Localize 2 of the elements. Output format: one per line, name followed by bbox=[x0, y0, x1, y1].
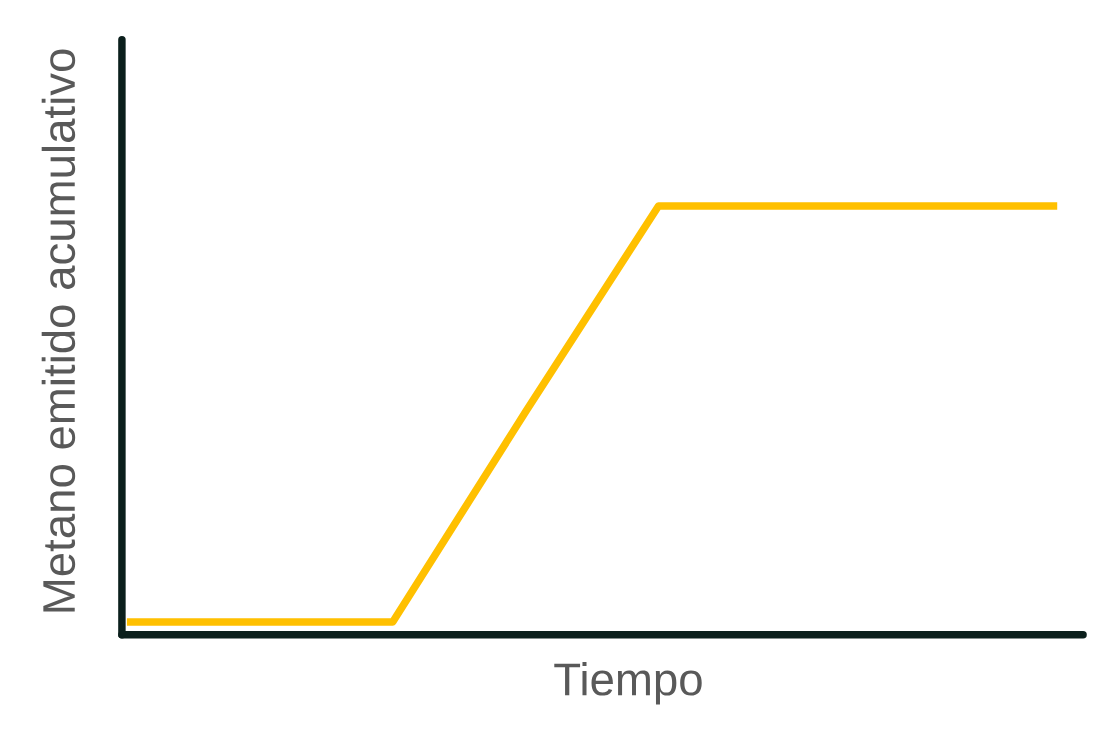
x-axis-title: Tiempo bbox=[554, 661, 702, 705]
y-axis-title: Metano emitido acumulativo bbox=[41, 49, 76, 612]
